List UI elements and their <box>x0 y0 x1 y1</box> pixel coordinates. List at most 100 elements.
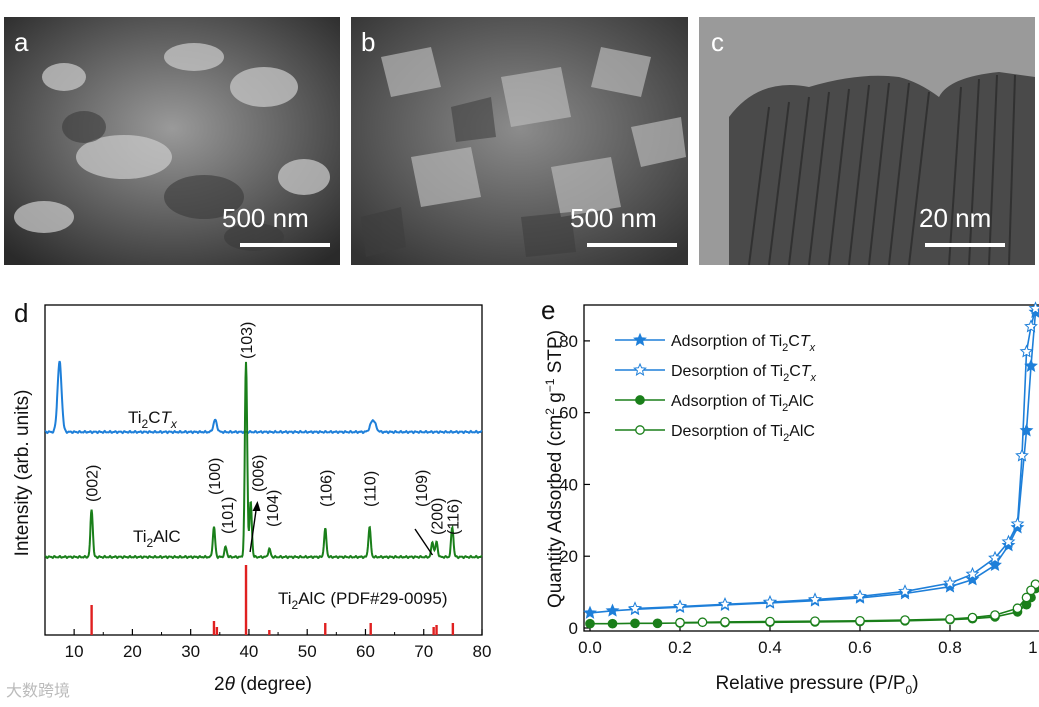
xrd-arrow <box>414 528 434 556</box>
bet-point <box>967 612 978 623</box>
scale-text-b: 500 nm <box>570 203 657 233</box>
scale-bar-b <box>587 243 677 247</box>
bet-point <box>585 618 595 629</box>
bet-point <box>652 618 663 629</box>
bet-line-1 <box>634 308 1037 610</box>
legend-label: Desorption of Ti2AlC <box>671 423 815 444</box>
xrd-xlabel: 2θ (degree) <box>214 674 312 695</box>
bet-point <box>1015 448 1029 462</box>
bet-point <box>1001 534 1016 548</box>
bet-point <box>988 557 1002 572</box>
xrd-peak-label: (100) <box>207 458 224 495</box>
bet-point <box>1021 592 1032 603</box>
xrd-line-ti2alc <box>44 361 483 560</box>
legend-label: Desorption of Ti2CTx <box>671 363 817 384</box>
legend-label: Adsorption of Ti2AlC <box>671 393 814 414</box>
xrd-xtick-label: 20 <box>123 642 142 661</box>
xrd-chart: 10 20 30 40 50 60 70 80 (103) (002) (100) (101) (00… <box>12 304 492 695</box>
xrd-xtick-label: 40 <box>239 642 258 661</box>
bet-point <box>1012 603 1023 614</box>
xrd-ylabel: Intensity (arb. units) <box>12 390 33 557</box>
bet-point <box>630 618 640 629</box>
plot-frame-d <box>44 304 483 636</box>
xrd-arrow <box>249 506 258 553</box>
bet-xtick-label: 0.2 <box>668 638 692 657</box>
bet-line-0 <box>589 312 1037 614</box>
bet-point <box>900 615 910 625</box>
panel-label-e: e <box>541 295 556 325</box>
tem-image-c: c 20 nm <box>699 17 1035 265</box>
scale-text-c: 20 nm <box>919 203 992 233</box>
bet-point <box>853 589 867 603</box>
bet-point <box>583 605 597 619</box>
bet-point <box>673 599 687 613</box>
xrd-line-ti2ctx <box>44 360 483 435</box>
panel-label-a: a <box>14 27 29 57</box>
bet-xtick-label: 0.4 <box>758 638 782 657</box>
xrd-peak-label: (104) <box>265 490 282 527</box>
xrd-xtick-label: 30 <box>181 642 200 661</box>
sem-image-b: b 500 nm <box>351 17 688 265</box>
xrd-peak-label: (101) <box>220 497 237 534</box>
bet-point <box>1010 516 1025 530</box>
bet-point <box>720 617 730 627</box>
bet-xtick-label: 0.6 <box>848 638 872 657</box>
bet-xtick-label: 0.8 <box>938 638 962 657</box>
scale-bar-c <box>925 243 1005 247</box>
xrd-peak-label: (002) <box>85 465 102 502</box>
bet-point <box>965 566 980 581</box>
xrd-xtick-label: 80 <box>473 642 492 661</box>
xrd-arrowhead <box>252 501 261 511</box>
watermark: 大数跨境 <box>6 681 71 700</box>
series-label-pdf: Ti2AlC (PDF#29-0095) <box>278 589 448 612</box>
bet-point <box>1019 344 1034 358</box>
bet-point <box>607 618 618 629</box>
panel-label-c: c <box>711 27 724 57</box>
bet-ytick-label: 20 <box>559 547 578 566</box>
xrd-peak-label: (106) <box>318 470 335 507</box>
bet-point <box>1024 319 1038 333</box>
series-label-ti2ctx: Ti2CTx <box>128 408 178 431</box>
bet-xtick-label: 1.0 <box>1028 638 1039 657</box>
series-label-ti2alc: Ti2AlC <box>133 527 181 550</box>
bet-point <box>1026 585 1036 596</box>
bet-point <box>988 550 1002 564</box>
bet-point <box>808 592 822 606</box>
bet-ytick-label: 40 <box>559 475 578 494</box>
xrd-xtick-label: 10 <box>65 642 84 661</box>
bet-point <box>855 615 865 626</box>
bet-point <box>943 575 957 590</box>
panel-label-b: b <box>361 27 376 57</box>
bet-point <box>990 610 1000 620</box>
scale-text-a: 500 nm <box>222 203 309 233</box>
bet-ytick-label: 80 <box>559 332 578 351</box>
xrd-peak-label: (109) <box>414 470 431 507</box>
tem-texture-c <box>699 17 1035 265</box>
legend-label: Adsorption of Ti2CTx <box>671 333 816 354</box>
bet-point <box>965 572 980 586</box>
bet-ytick-label: 60 <box>559 404 578 423</box>
bet-point <box>810 616 820 627</box>
bet-point <box>675 617 685 628</box>
xrd-xtick-label: 50 <box>298 642 317 661</box>
bet-point <box>898 584 912 598</box>
bet-point <box>1024 358 1038 372</box>
scale-bar-a <box>240 243 330 247</box>
bet-point <box>628 601 642 615</box>
xrd-peak-label: (110) <box>363 471 380 507</box>
bet-point <box>697 617 708 628</box>
legend-marker <box>633 332 647 346</box>
bet-point <box>763 594 777 609</box>
bet-point <box>718 597 732 611</box>
panel-label-d: d <box>14 298 29 328</box>
sem-texture-a <box>4 17 340 265</box>
bet-point <box>765 616 775 627</box>
legend-marker <box>633 362 647 376</box>
bet-ylabel: Quantity Adsorbed (cm2 g−1 STP) <box>543 330 566 608</box>
bet-point <box>1028 301 1039 315</box>
sem-texture-b <box>351 17 688 265</box>
xrd-xtick-label: 70 <box>414 642 433 661</box>
bet-xtick-label: 0.0 <box>578 638 602 657</box>
plot-frame-e <box>583 304 1039 632</box>
bet-point <box>605 603 620 617</box>
